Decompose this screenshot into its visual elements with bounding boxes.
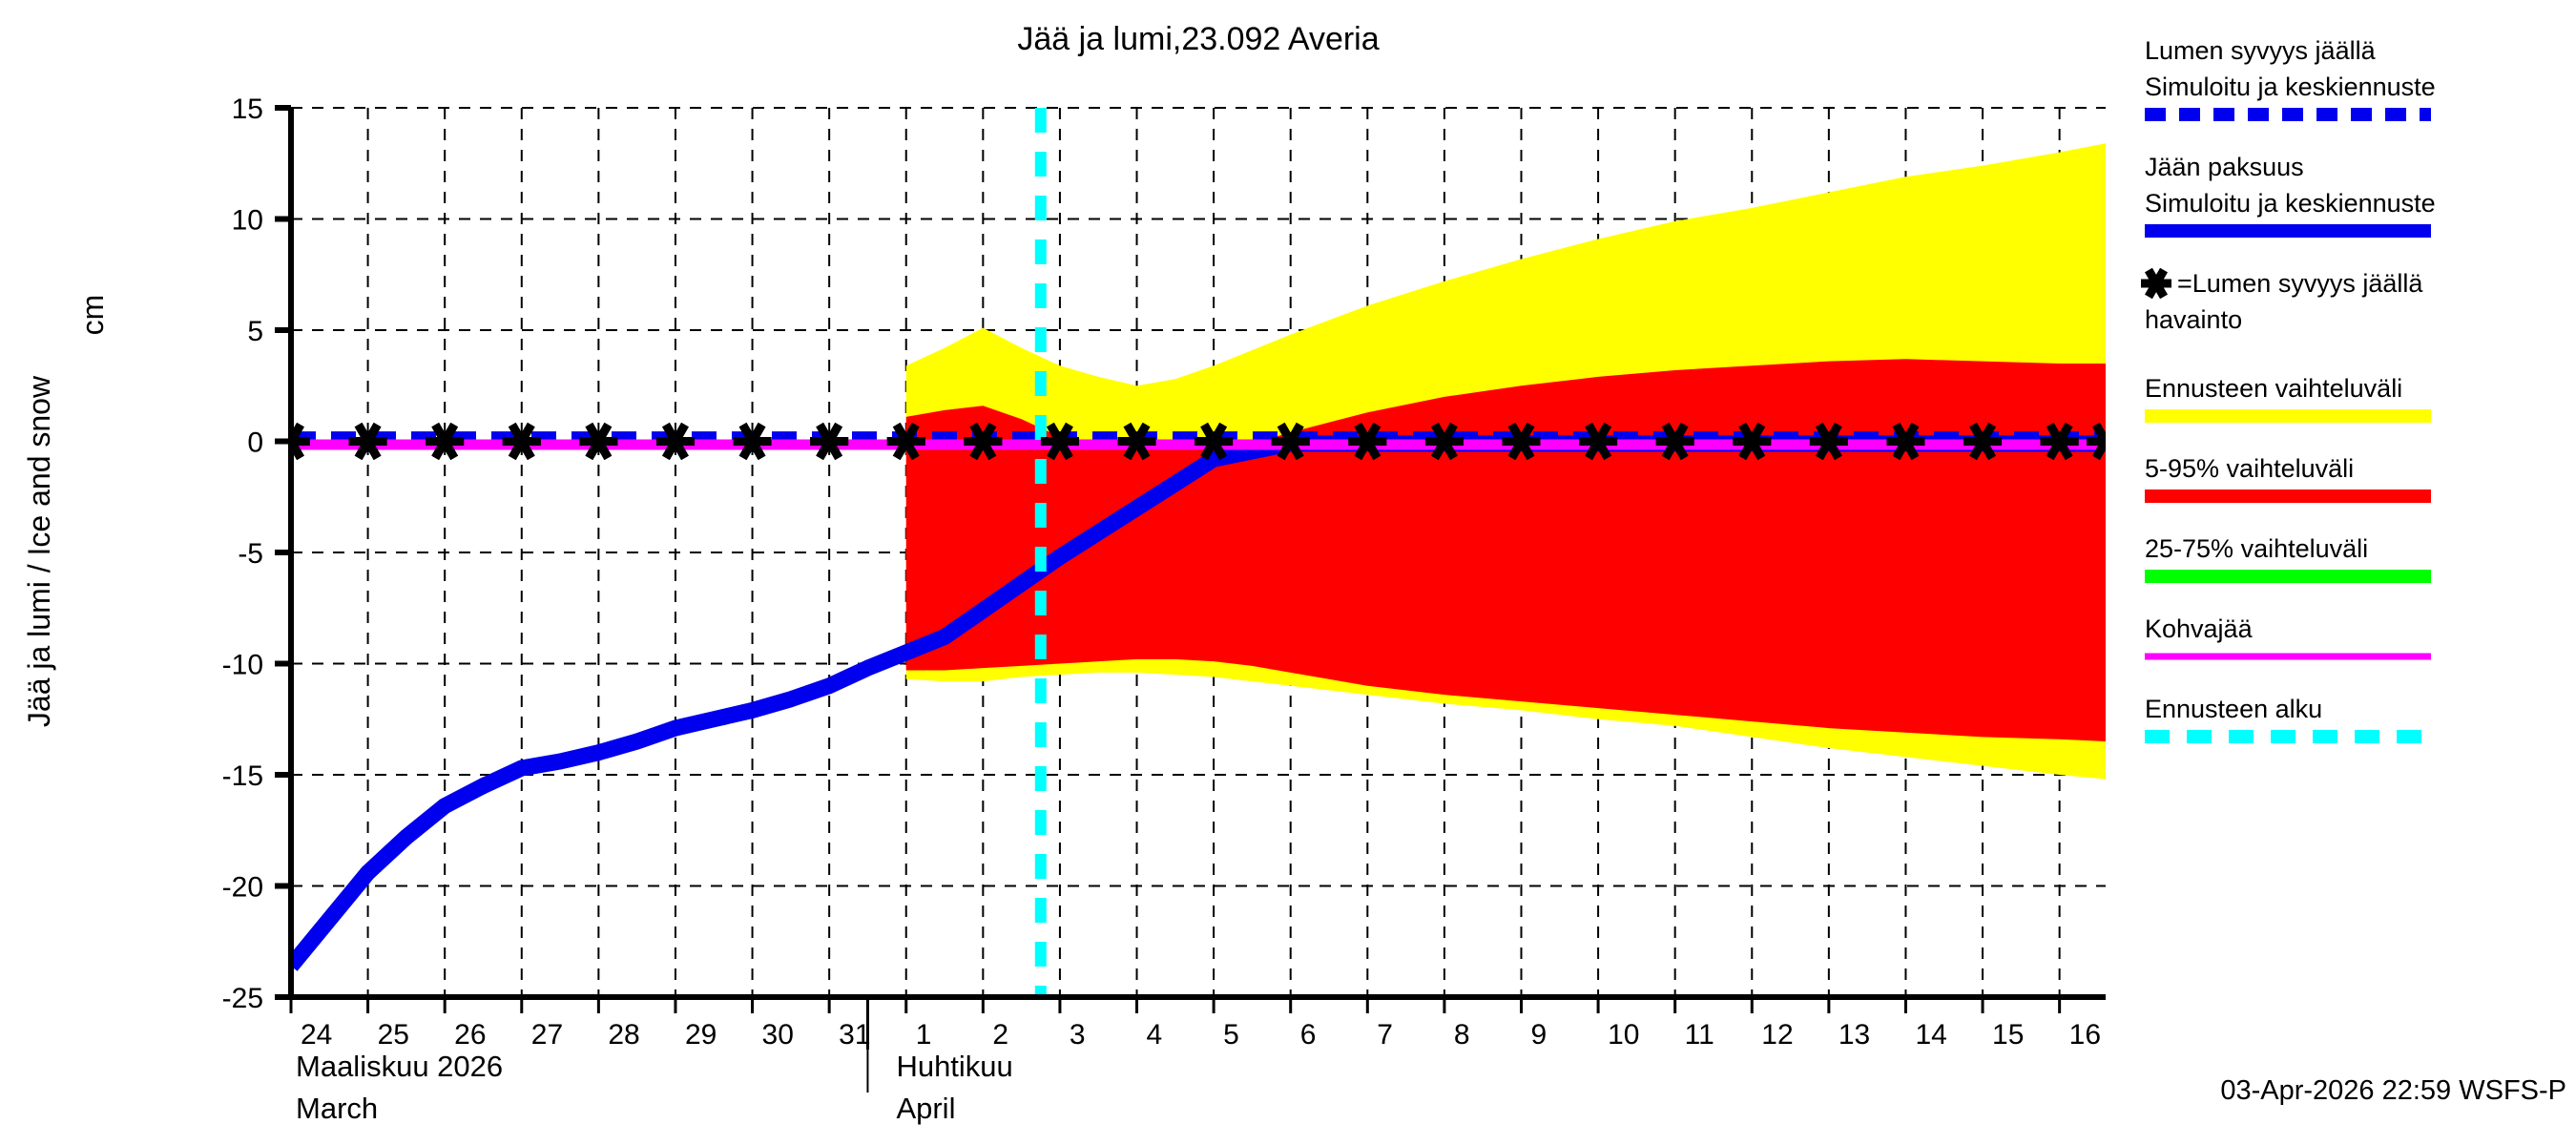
x-tick-label: 4 bbox=[1147, 1019, 1163, 1051]
x-tick-label: 3 bbox=[1070, 1019, 1086, 1051]
x-tick-label: 11 bbox=[1685, 1019, 1714, 1051]
observation-asterisk bbox=[426, 422, 465, 461]
y-tick-label: 5 bbox=[247, 316, 263, 347]
observation-asterisk bbox=[579, 422, 618, 461]
legend-label: 25-75% vaihteluväli bbox=[2145, 534, 2368, 563]
legend-asterisk-icon bbox=[2141, 267, 2171, 300]
x-tick-label: 7 bbox=[1377, 1019, 1393, 1051]
x-tick-label: 13 bbox=[1839, 1019, 1870, 1051]
x-tick-label: 27 bbox=[531, 1019, 563, 1051]
legend-label-line2: havainto bbox=[2145, 305, 2242, 334]
x-tick-label: 14 bbox=[1915, 1019, 1946, 1051]
x-tick-label: 30 bbox=[762, 1019, 794, 1051]
legend-label-line2: Simuloitu ja keskiennuste bbox=[2145, 189, 2436, 218]
observation-asterisk bbox=[1963, 422, 2003, 461]
observation-asterisk bbox=[291, 422, 310, 461]
observation-asterisk bbox=[1040, 422, 1079, 461]
y-tick-label: -20 bbox=[222, 872, 263, 904]
month-label-secondary-en: April bbox=[896, 1092, 955, 1125]
observation-asterisk bbox=[655, 422, 695, 461]
x-tick-label: 25 bbox=[378, 1019, 409, 1051]
x-tick-label: 28 bbox=[608, 1019, 639, 1051]
observation-asterisk bbox=[1424, 422, 1464, 461]
x-tick-label: 31 bbox=[839, 1019, 870, 1051]
legend-label: Kohvajää bbox=[2145, 614, 2254, 643]
y-axis-ticks: 15 10 5 0 -5 -10 -15 -20 -25 bbox=[222, 94, 291, 1014]
month-label-primary: Maaliskuu 2026 bbox=[296, 1050, 503, 1083]
x-tick-label: 12 bbox=[1761, 1019, 1793, 1051]
x-tick-label: 10 bbox=[1608, 1019, 1639, 1051]
observation-asterisk bbox=[2040, 422, 2079, 461]
observation-asterisk bbox=[502, 422, 541, 461]
month-label-primary-en: March bbox=[296, 1092, 378, 1125]
observation-asterisk bbox=[810, 422, 849, 461]
x-tick-label: 9 bbox=[1530, 1019, 1547, 1051]
chart-legend: Lumen syvyys jäällä Simuloitu ja keskienn… bbox=[2141, 36, 2436, 743]
x-tick-label: 1 bbox=[916, 1019, 932, 1051]
observation-asterisk bbox=[886, 422, 925, 461]
y-tick-label: 0 bbox=[247, 427, 263, 459]
observation-asterisk bbox=[1195, 422, 1234, 461]
page-title: Jää ja lumi,23.092 Averia bbox=[1017, 21, 1379, 57]
observation-asterisk bbox=[1348, 422, 1387, 461]
legend-label-line2: Simuloitu ja keskiennuste bbox=[2145, 73, 2436, 101]
x-tick-label: 29 bbox=[685, 1019, 717, 1051]
observation-asterisk bbox=[1502, 422, 1541, 461]
x-tick-label: 16 bbox=[2069, 1019, 2101, 1051]
legend-label: 5-95% vaihteluväli bbox=[2145, 454, 2354, 483]
y-tick-label: 15 bbox=[232, 94, 263, 125]
x-tick-label: 6 bbox=[1300, 1019, 1317, 1051]
y-axis-unit: cm bbox=[75, 295, 110, 336]
legend-label: =Lumen syvyys jäällä bbox=[2177, 269, 2423, 298]
legend-label: Lumen syvyys jäällä bbox=[2145, 36, 2377, 65]
y-tick-label: -5 bbox=[238, 538, 263, 570]
y-tick-label: -15 bbox=[222, 760, 263, 792]
x-tick-label: 8 bbox=[1454, 1019, 1470, 1051]
legend-label: Jään paksuus bbox=[2145, 153, 2304, 181]
month-labels: Maaliskuu 2026 March Huhtikuu April bbox=[296, 1045, 1013, 1125]
legend-label: Ennusteen vaihteluväli bbox=[2145, 374, 2402, 403]
observation-asterisk bbox=[1579, 422, 1618, 461]
observation-asterisk bbox=[964, 422, 1003, 461]
legend-label: Ennusteen alku bbox=[2145, 695, 2322, 723]
x-axis-ticks: 24 25 26 27 28 29 30 31 1 2 3 4 5 6 7 8 9 10 11 12 13 14 15 16 bbox=[289, 997, 2101, 1051]
observation-asterisk bbox=[1117, 422, 1156, 461]
y-tick-label: -25 bbox=[222, 983, 263, 1014]
observation-asterisk bbox=[348, 422, 387, 461]
x-tick-label: 15 bbox=[1992, 1019, 2024, 1051]
observation-markers bbox=[291, 422, 2106, 461]
y-axis-label: Jää ja lumi / Ice and snow bbox=[22, 375, 56, 727]
x-tick-label: 2 bbox=[992, 1019, 1008, 1051]
x-tick-label: 26 bbox=[454, 1019, 486, 1051]
observation-asterisk bbox=[1809, 422, 1848, 461]
x-tick-label: 5 bbox=[1223, 1019, 1239, 1051]
observation-asterisk bbox=[1655, 422, 1694, 461]
y-tick-label: -10 bbox=[222, 650, 263, 681]
observation-asterisk bbox=[2087, 422, 2106, 461]
x-tick-label: 24 bbox=[301, 1019, 332, 1051]
observation-asterisk bbox=[1733, 422, 1772, 461]
observation-asterisk bbox=[1886, 422, 1925, 461]
y-tick-label: 10 bbox=[232, 205, 263, 237]
observation-asterisk bbox=[733, 422, 772, 461]
month-label-secondary: Huhtikuu bbox=[896, 1050, 1012, 1083]
footer-timestamp: 03-Apr-2026 22:59 WSFS-P bbox=[2220, 1075, 2566, 1106]
observation-asterisk bbox=[1271, 422, 1310, 461]
